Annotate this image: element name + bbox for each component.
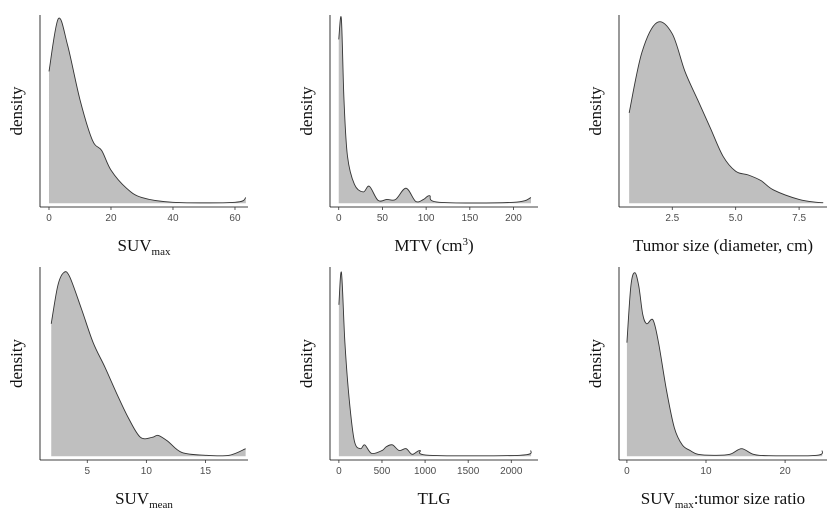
density-line: [628, 21, 824, 204]
density-line: [50, 271, 246, 457]
x-tick-label: 20: [780, 466, 792, 477]
y-axis-label: density: [586, 338, 605, 388]
x-tick-label: 10: [700, 466, 712, 477]
x-axis-label: SUVmax:tumor size ratio: [641, 489, 805, 511]
density-area: [48, 18, 246, 204]
x-tick-label: 50: [377, 213, 389, 224]
x-tick-label: 60: [229, 213, 241, 224]
density-line: [48, 17, 247, 204]
x-axis-label: TLG: [417, 489, 450, 508]
density-area: [338, 16, 532, 204]
density-line: [338, 16, 532, 204]
x-tick-label: 200: [505, 213, 522, 224]
x-tick-label: 150: [461, 213, 478, 224]
x-axis-label-part: :tumor size ratio: [694, 489, 805, 508]
y-axis-label: density: [7, 338, 26, 388]
x-tick-label: 500: [374, 466, 391, 477]
y-axis-label: density: [297, 338, 316, 388]
x-axis-label-part: ): [468, 236, 474, 255]
x-tick-label: 7.5: [792, 213, 806, 224]
x-tick-label: 5: [84, 466, 90, 477]
density-area: [629, 21, 824, 204]
x-axis-label-part: mean: [149, 499, 173, 511]
y-axis-label: density: [586, 86, 605, 136]
x-axis-label: Tumor size (diameter, cm): [633, 236, 813, 255]
x-axis-label-part: max: [152, 246, 171, 258]
x-tick-label: 1500: [457, 466, 480, 477]
x-axis-label: SUVmax: [118, 236, 171, 258]
x-axis-label-part: max: [675, 499, 694, 511]
x-axis-label-part: 3: [462, 236, 468, 248]
x-axis-label-part: SUV: [115, 489, 150, 508]
y-axis-label: density: [297, 86, 316, 136]
x-tick-label: 20: [105, 213, 117, 224]
x-tick-label: 0: [46, 213, 52, 224]
x-tick-label: 0: [336, 466, 342, 477]
y-axis-label: density: [7, 86, 26, 136]
density-area: [51, 271, 246, 457]
density-line: [338, 271, 532, 457]
x-tick-label: 0: [336, 213, 342, 224]
x-tick-label: 10: [141, 466, 153, 477]
x-axis-label-part: Tumor size (diameter, cm): [633, 236, 813, 255]
x-axis-label-part: MTV (cm: [394, 236, 462, 255]
x-tick-label: 0: [624, 466, 630, 477]
x-tick-label: 1000: [414, 466, 437, 477]
x-tick-label: 2.5: [665, 213, 679, 224]
density-area: [338, 271, 532, 457]
x-axis-label-part: SUV: [118, 236, 153, 255]
x-tick-label: 2000: [500, 466, 523, 477]
x-axis-label-part: TLG: [417, 489, 450, 508]
density-area: [626, 272, 823, 457]
x-axis-label: MTV (cm3): [394, 236, 473, 255]
x-tick-label: 15: [200, 466, 212, 477]
density-line: [626, 272, 823, 457]
x-tick-label: 40: [167, 213, 179, 224]
x-axis-label-part: SUV: [641, 489, 676, 508]
x-tick-label: 100: [418, 213, 435, 224]
x-axis-label: SUVmean: [115, 489, 173, 511]
x-tick-label: 5.0: [729, 213, 743, 224]
